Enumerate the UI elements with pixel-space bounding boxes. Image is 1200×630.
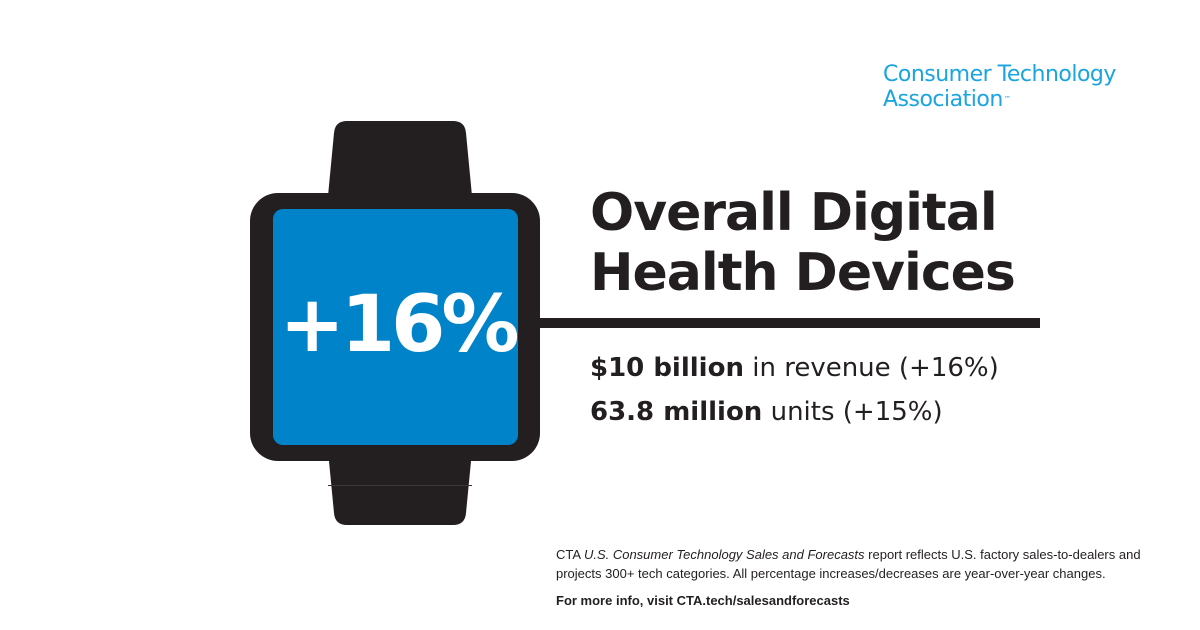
logo-line-2: Association™ — [883, 87, 1116, 112]
footnote-prefix: CTA — [556, 547, 584, 562]
connector-line — [535, 318, 1040, 328]
revenue-label: in revenue (+16%) — [743, 353, 999, 383]
title-line-1: Overall Digital — [590, 183, 998, 243]
growth-percentage: +16% — [279, 280, 519, 370]
logo-association: Association — [883, 87, 1003, 112]
page-title: Overall Digital Health Devices — [590, 183, 1016, 303]
smartwatch-icon — [250, 121, 540, 525]
revenue-value: $10 billion — [590, 353, 744, 383]
more-info: For more info, visit CTA.tech/salesandfo… — [556, 593, 850, 608]
revenue-stat: $10 billion in revenue (+16%) — [590, 352, 999, 384]
report-name: U.S. Consumer Technology Sales and Forec… — [583, 547, 865, 562]
watch-strap-top — [328, 121, 472, 196]
cta-logo: Consumer Technology Association™ — [883, 62, 1116, 112]
watch-strap-line — [328, 485, 472, 486]
more-info-link[interactable]: CTA.tech/salesandforecasts — [676, 593, 850, 608]
logo-line-1: Consumer Technology — [883, 62, 1116, 87]
units-label: units (+15%) — [762, 397, 943, 427]
footnote-body: report reflects U.S. factory sales-to-de… — [556, 547, 1141, 581]
logo-trademark: ™ — [1003, 95, 1011, 103]
units-value: 63.8 million — [590, 397, 763, 427]
watch-strap-bottom — [328, 451, 472, 525]
more-info-prefix: For more info, visit — [556, 593, 677, 608]
title-line-2: Health Devices — [590, 243, 1016, 303]
units-stat: 63.8 million units (+15%) — [590, 396, 943, 428]
watch-screen — [273, 209, 518, 445]
footnote: CTA U.S. Consumer Technology Sales and F… — [556, 545, 1181, 583]
